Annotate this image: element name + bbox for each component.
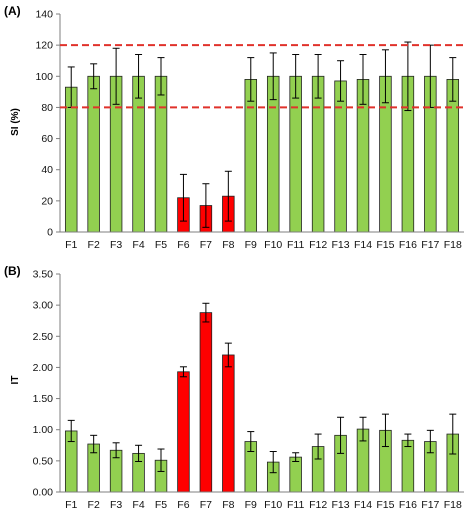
- panel-a-bar-f9: [244, 79, 258, 233]
- panel-a-x-tick-label: F6: [177, 239, 189, 251]
- panel-b-y-tick-label: 3.50: [33, 269, 54, 281]
- panel-a-x-tick-label: F15: [376, 239, 394, 251]
- panel-b-x-tick-label: F16: [399, 499, 417, 511]
- panel-b-x-tick-label: F6: [177, 499, 189, 511]
- panel-b-bar-f7: [199, 312, 213, 493]
- panel-a-bar-f2: [87, 75, 100, 233]
- panel-a-bar-f11: [289, 75, 302, 233]
- panel-b-x-tick-label: F4: [132, 499, 144, 511]
- panel-a-y-tick-label: 120: [35, 40, 53, 52]
- panel-b-bar-f11: [289, 456, 302, 493]
- panel-b-y-tick-label: 1.00: [33, 424, 54, 436]
- panel-b-y-tick-label: 0.50: [33, 455, 54, 467]
- panel-b-x-tick-label: F2: [88, 499, 100, 511]
- panel-b: (B) IT 0.00 0.50 1.00 1.50 2.00 2.50 3.00 3.50 F…: [4, 264, 464, 511]
- panel-a-x-tick-label: F13: [332, 239, 350, 251]
- panel-b-x-tick-label: F9: [245, 499, 257, 511]
- panel-b-bar-f16: [401, 439, 415, 493]
- panel-b-y-tick-label: 1.50: [33, 393, 54, 405]
- panel-b-y-axis-title: IT: [10, 376, 21, 385]
- panel-a-x-tick-label: F1: [65, 239, 77, 251]
- panel-a-x-tick-label: F7: [200, 239, 212, 251]
- panel-a-bar-f5: [154, 75, 168, 233]
- panel-b-bar-f8: [222, 354, 235, 493]
- panel-b-x-tick-label: F12: [309, 499, 327, 511]
- panel-a-plot-area: 0 20 40 60 80 100 120 140 F1 F2 F3 F4 F5 F6 F7 F8 F9 F10 F…: [35, 9, 464, 251]
- panel-b-y-tick-label: 3.00: [33, 300, 54, 312]
- panel-a-x-tick-label: F5: [155, 239, 167, 251]
- panel-b-x-tick-label: F8: [222, 499, 234, 511]
- panel-b-x-tick-label: F1: [65, 499, 77, 511]
- panel-a-y-axis-title: SI (%): [10, 108, 21, 136]
- panel-b-x-tick-label: F7: [200, 499, 212, 511]
- panel-b-x-tick-label: F17: [421, 499, 439, 511]
- panel-a-x-tick-label: F3: [110, 239, 122, 251]
- panel-a-x-tick-label: F10: [264, 239, 282, 251]
- panel-b-x-tick-label: F18: [444, 499, 462, 511]
- panel-a-y-tick-label: 60: [41, 133, 53, 145]
- panel-a-x-tick-label: F9: [245, 239, 257, 251]
- panel-a-x-tick-label: F4: [132, 239, 144, 251]
- panel-b-x-tick-label: F15: [376, 499, 394, 511]
- panel-b-x-tick-label: F10: [264, 499, 282, 511]
- panel-b-x-tick-label: F5: [155, 499, 167, 511]
- panel-a-x-tick-label: F14: [354, 239, 372, 251]
- panel-a-bar-f12: [311, 75, 325, 233]
- panel-b-x-tick-label: F11: [287, 499, 304, 511]
- panel-b-y-tick-label: 0.00: [33, 487, 54, 499]
- panel-a-y-tick-label: 80: [41, 102, 53, 114]
- panel-a-x-tick-label: F16: [399, 239, 417, 251]
- panel-a-x-tick-label: F11: [287, 239, 304, 251]
- panel-a-bar-f13: [334, 80, 347, 233]
- panel-a-y-tick-label: 0: [47, 227, 53, 239]
- panel-b-y-tick-label: 2.50: [33, 331, 54, 343]
- panel-a: (A) SI (%) 0 20 40 60 80 100 120 140 F1 F2 F3 F4 F5 F…: [4, 4, 464, 251]
- panel-a-x-tick-label: F12: [309, 239, 327, 251]
- panel-a-y-tick-label: 40: [41, 164, 53, 176]
- panel-a-x-tick-label: F2: [88, 239, 100, 251]
- panel-b-x-tick-label: F14: [354, 499, 372, 511]
- panel-a-y-tick-label: 20: [41, 195, 53, 207]
- panel-a-bar-f4: [132, 75, 145, 233]
- panel-b-bar-f6: [177, 371, 190, 493]
- panel-a-label: (A): [4, 4, 21, 18]
- panel-b-x-tick-label: F3: [110, 499, 122, 511]
- panel-b-label: (B): [4, 264, 21, 278]
- panel-b-x-tick-label: F13: [332, 499, 350, 511]
- panel-a-y-tick-label: 140: [35, 9, 53, 21]
- panel-a-x-tick-label: F17: [421, 239, 439, 251]
- panel-a-x-tick-label: F8: [222, 239, 234, 251]
- panel-a-bar-f18: [446, 79, 460, 233]
- panel-a-y-tick-label: 100: [35, 71, 53, 83]
- panel-b-y-tick-label: 2.00: [33, 362, 54, 374]
- panel-a-x-tick-label: F18: [444, 239, 462, 251]
- panel-a-bar-f1: [64, 86, 78, 233]
- panel-b-plot-area: 0.00 0.50 1.00 1.50 2.00 2.50 3.00 3.50 F1 F2 F3 F4…: [33, 269, 464, 511]
